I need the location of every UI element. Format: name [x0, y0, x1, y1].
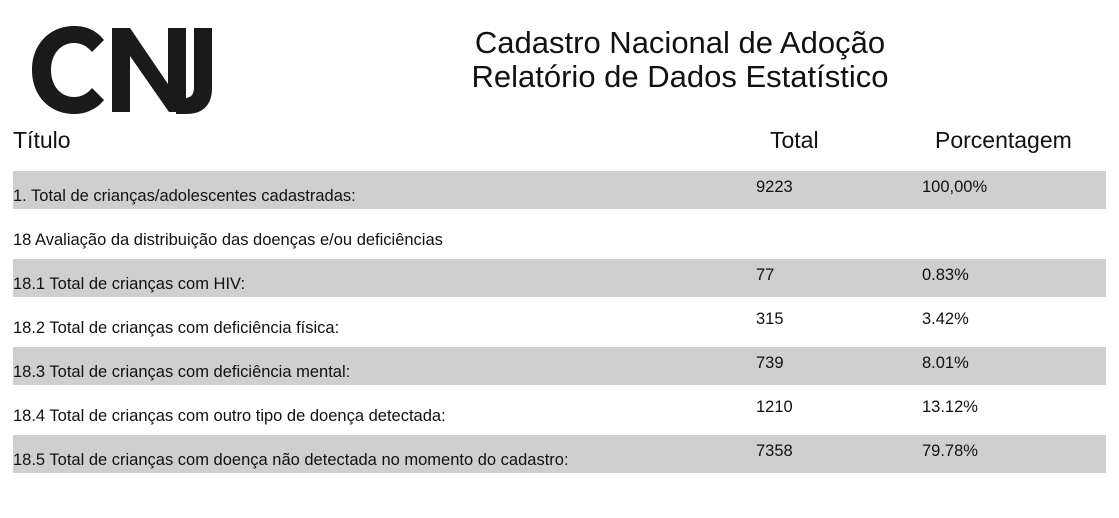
row-label: 18.3 Total de crianças com deficiência m… [13, 363, 351, 381]
report-title-line2: Relatório de Dados Estatístico [471, 59, 889, 94]
row-label: 1. Total de crianças/adolescentes cadast… [13, 187, 356, 205]
row-total: 1210 [756, 398, 793, 416]
row-total: 9223 [756, 178, 793, 196]
row-label: 18.5 Total de crianças com doença não de… [13, 451, 569, 469]
row-total: 77 [756, 266, 775, 284]
column-header-total: Total [770, 127, 819, 153]
row-percentage: 3.42% [922, 310, 969, 328]
column-header-percentage: Porcentagem [935, 127, 1072, 153]
table-row-section-heading: 18 Avaliação da distribuição das doenças… [13, 216, 1106, 254]
row-total: 739 [756, 354, 784, 372]
row-percentage: 8.01% [922, 354, 969, 372]
row-label: 18.4 Total de crianças com outro tipo de… [13, 407, 446, 425]
row-percentage: 0.83% [922, 266, 969, 284]
report-title-line1: Cadastro Nacional de Adoção [474, 25, 886, 60]
table-row: 18.3 Total de crianças com deficiência m… [13, 347, 1106, 385]
table-row: 18.4 Total de crianças com outro tipo de… [13, 391, 1106, 429]
table-row: 18.1 Total de crianças com HIV: 77 0.83% [13, 259, 1106, 297]
row-label: 18.2 Total de crianças com deficiência f… [13, 319, 340, 337]
table-row: 18.5 Total de crianças com doença não de… [13, 435, 1106, 473]
row-label: 18 Avaliação da distribuição das doenças… [13, 231, 443, 249]
cnj-logo [32, 26, 212, 114]
row-label: 18.1 Total de crianças com HIV: [13, 275, 246, 293]
row-percentage: 13.12% [922, 398, 978, 416]
row-percentage: 100,00% [922, 178, 988, 196]
row-total: 315 [756, 310, 784, 328]
row-total: 7358 [756, 442, 793, 460]
column-header-title: Título [13, 127, 71, 153]
row-percentage: 79.78% [922, 442, 978, 460]
table-row: 1. Total de crianças/adolescentes cadast… [13, 171, 1106, 209]
table-row: 18.2 Total de crianças com deficiência f… [13, 303, 1106, 341]
